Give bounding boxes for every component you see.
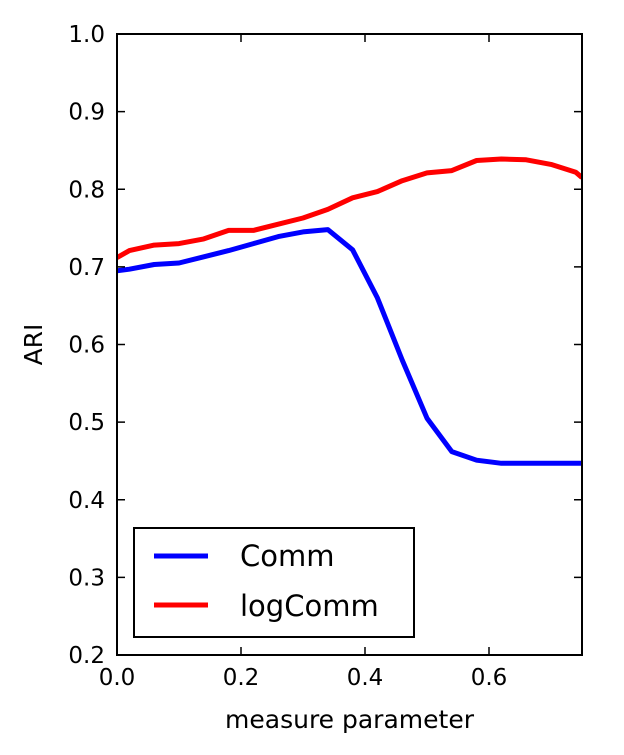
series-line-comm [117,227,582,466]
legend-frame [133,527,415,638]
y-tick-label: 0.2 [68,643,105,669]
y-tick-label: 0.4 [68,488,105,514]
ticks-layer: 0.0 0.2 0.4 0.60.20.30.40.50.60.70.80.91.0 [68,22,582,691]
y-axis-label: ARI [19,324,48,366]
y-tick-label: 0.5 [68,410,105,436]
y-tick-label: 1.0 [68,22,105,48]
y-tick-label: 0.6 [68,333,105,359]
series-line-logcomm [117,156,582,260]
y-tick-label: 0.3 [68,565,105,591]
x-tick-label: 0.2 [223,665,260,691]
series-layer [117,156,582,466]
y-tick-label: 0.8 [68,177,105,203]
y-tick-label: 0.9 [68,100,105,126]
legend-label-comm: Comm [240,539,335,573]
x-axis-label: measure parameter [225,705,475,734]
legend-label-logcomm: logComm [240,589,379,623]
legend: Comm logComm [133,527,415,638]
x-tick-label: 0.6 [471,665,508,691]
x-tick-label: 0.0 [99,665,136,691]
y-tick-label: 0.7 [68,255,105,281]
x-tick-label: 0.4 [347,665,384,691]
